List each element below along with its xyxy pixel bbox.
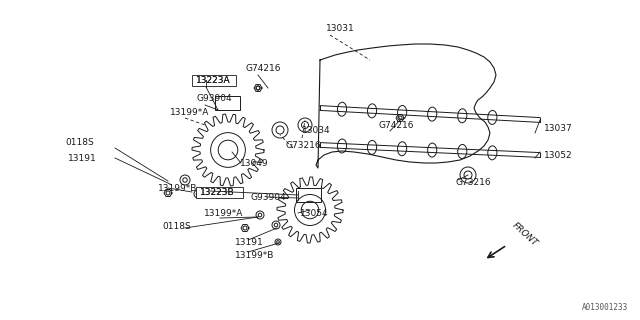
Text: 0118S: 0118S	[162, 221, 191, 230]
Text: 13223B: 13223B	[200, 188, 235, 196]
Text: 13049: 13049	[240, 158, 269, 167]
Text: 13034: 13034	[302, 125, 331, 134]
Text: 13191: 13191	[235, 237, 264, 246]
Text: 13199*A: 13199*A	[170, 108, 209, 116]
Text: 13031: 13031	[326, 23, 355, 33]
Text: G73216: G73216	[285, 140, 321, 149]
Text: 13199*B: 13199*B	[235, 251, 275, 260]
Text: G93904: G93904	[250, 193, 285, 202]
FancyBboxPatch shape	[196, 187, 243, 198]
Text: 13199*A: 13199*A	[204, 209, 243, 218]
Text: FRONT: FRONT	[510, 221, 539, 248]
Text: A013001233: A013001233	[582, 303, 628, 312]
Text: 13223B: 13223B	[200, 188, 235, 196]
Text: G73216: G73216	[455, 178, 491, 187]
Text: 13223A: 13223A	[196, 76, 230, 84]
Text: 13191: 13191	[68, 154, 97, 163]
FancyBboxPatch shape	[192, 75, 236, 86]
Text: G74216: G74216	[378, 121, 413, 130]
Bar	[215, 96, 240, 110]
Text: 13052: 13052	[544, 150, 573, 159]
Text: 13199*B: 13199*B	[158, 183, 197, 193]
Text: G74216: G74216	[245, 63, 280, 73]
Text: 13037: 13037	[544, 124, 573, 132]
Bar	[296, 188, 321, 202]
Text: G93904: G93904	[196, 93, 232, 102]
Text: 0118S: 0118S	[65, 138, 93, 147]
Text: 13223A: 13223A	[196, 76, 230, 84]
Text: 13054: 13054	[300, 209, 328, 218]
